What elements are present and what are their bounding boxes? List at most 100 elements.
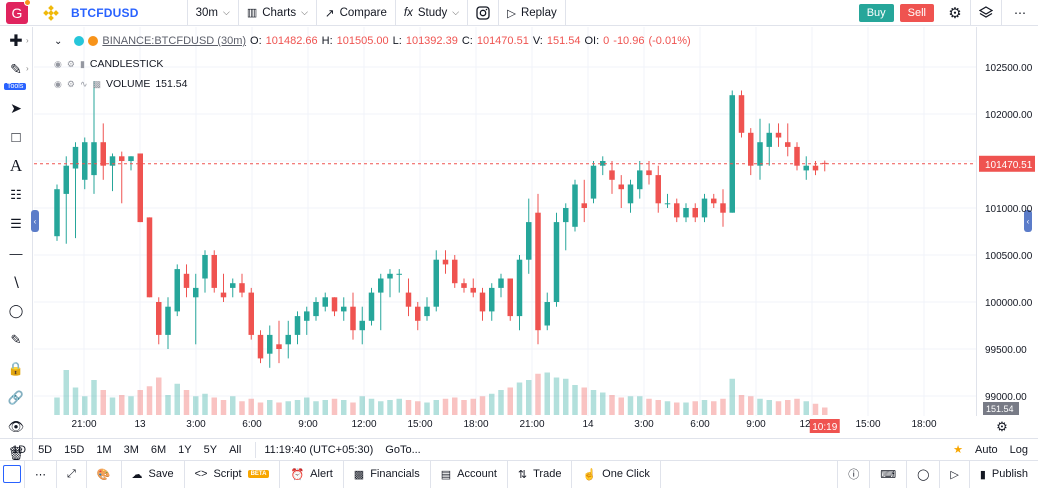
time-tick-label: 21:00 xyxy=(71,419,96,430)
exchange-logo-icon xyxy=(42,4,60,22)
bitcoin-icon xyxy=(88,36,99,46)
help-icon: ⓘ xyxy=(848,469,860,481)
volume-bar xyxy=(313,401,319,415)
volume-bar xyxy=(757,398,763,415)
range-button-1d[interactable]: 1D xyxy=(12,443,27,456)
financials-button[interactable]: ▩ Financials xyxy=(344,460,431,488)
wave-icon: ∿ xyxy=(79,78,88,89)
candle-body xyxy=(452,259,458,284)
price-axis[interactable]: 102500.00102000.00101500.00101000.001005… xyxy=(976,27,1038,416)
user-avatar[interactable]: G xyxy=(6,0,31,24)
keyboard-button[interactable]: ⌨ xyxy=(870,460,908,488)
range-button-5d[interactable]: 5D xyxy=(38,443,53,456)
text-tool[interactable]: A xyxy=(5,155,27,177)
help-button[interactable]: ⓘ xyxy=(837,460,871,488)
sell-button[interactable]: Sell xyxy=(899,3,934,22)
settings-button[interactable]: ⚙ xyxy=(940,0,970,26)
volume-bar xyxy=(202,393,208,415)
chevron-right-icon[interactable]: › xyxy=(26,36,29,45)
candle-body xyxy=(72,146,79,169)
candle-body xyxy=(174,269,180,312)
visibility-tool[interactable]: 👁 xyxy=(5,416,27,438)
link-tool[interactable]: 🔗 xyxy=(5,387,27,409)
range-button-1m[interactable]: 1M xyxy=(96,443,112,456)
replay-button[interactable]: ▷ Replay xyxy=(499,0,565,26)
one-click-button[interactable]: ☝ One Click xyxy=(572,460,661,488)
volume-bar xyxy=(239,401,245,415)
clock-display[interactable]: 11:19:40 (UTC+05:30) xyxy=(264,443,374,456)
top-toolbar: G BTCFDUSD 30m ⌵ ▥ Charts ⌵ ↗ Compare fx Stud… xyxy=(0,0,1038,26)
more-options-button[interactable]: ⋯ xyxy=(1002,0,1038,26)
delete-tool[interactable]: 🗑 xyxy=(5,443,27,465)
range-button-6m[interactable]: 6M xyxy=(150,443,167,456)
left-panel-toggle[interactable]: ‹ xyxy=(31,210,39,232)
chart-pane[interactable]: ⌄ BINANCE:BTCFDUSD (30m) O: 101482.66 H: 1… xyxy=(34,27,976,416)
publish-button[interactable]: ▮ Publish xyxy=(970,461,1038,488)
study-dropdown[interactable]: fx Study ⌵ xyxy=(396,0,467,26)
layout-button[interactable] xyxy=(0,460,25,488)
time-axis[interactable]: 21:00 13 3:00 6:00 9:00 12:00 15:00 18:00 21:00 1… xyxy=(34,416,1038,438)
volume-bar xyxy=(248,398,254,415)
script-button[interactable]: <> Script BETA xyxy=(185,460,281,488)
avatar-letter: G xyxy=(11,4,23,21)
horizontal-line-tool[interactable]: — xyxy=(5,242,27,264)
range-button-3m[interactable]: 3M xyxy=(123,443,139,456)
eye-icon[interactable]: ◉ xyxy=(54,58,62,69)
low-label: L: xyxy=(392,35,402,47)
instagram-button[interactable] xyxy=(468,0,498,26)
auto-scale-button[interactable]: Auto xyxy=(975,443,998,456)
range-button-5y[interactable]: 5Y xyxy=(203,443,218,456)
save-button[interactable]: ☁ Save xyxy=(122,460,185,488)
eraser-tool[interactable]: ✎ xyxy=(5,329,27,351)
trade-button[interactable]: ⇅ Trade xyxy=(508,460,573,488)
layers-button[interactable] xyxy=(971,0,1001,26)
volume-bar xyxy=(609,395,615,415)
gear-icon[interactable]: ⚙ xyxy=(66,58,75,69)
brush-tool[interactable]: ✎ xyxy=(5,58,27,80)
price-scale[interactable]: 102500.00102000.00101500.00101000.001005… xyxy=(977,27,1038,416)
time-scale[interactable]: 21:00 13 3:00 6:00 9:00 12:00 15:00 18:00 21:00 1… xyxy=(34,416,1038,438)
candlestick-chart[interactable] xyxy=(34,27,976,416)
candle-body xyxy=(193,287,199,298)
compare-button[interactable]: ↗ Compare xyxy=(317,0,395,26)
chevron-right-icon[interactable]: › xyxy=(26,64,29,73)
range-button-all[interactable]: All xyxy=(229,443,242,456)
measure-tool[interactable]: ☷ xyxy=(5,184,27,206)
fib-tool[interactable]: ☰ xyxy=(5,213,27,235)
star-icon[interactable]: ★ xyxy=(953,444,963,456)
theme-button[interactable]: 🎨 xyxy=(87,460,122,488)
rectangle-tool[interactable]: □ xyxy=(5,126,27,148)
mouse-tool[interactable]: ◯ xyxy=(5,300,27,322)
gear-icon[interactable]: ⚙ xyxy=(996,419,1008,434)
goto-button[interactable]: GoTo... xyxy=(385,443,421,456)
more-layouts-button[interactable]: ⋯ xyxy=(25,460,57,488)
eye-icon[interactable]: ◉ xyxy=(54,78,62,89)
candle-body xyxy=(479,292,486,312)
alert-button[interactable]: ⏰ Alert xyxy=(280,460,344,488)
crosshair-tool[interactable]: ✚ xyxy=(5,30,27,52)
gear-icon[interactable]: ⚙ xyxy=(66,78,75,89)
buy-button[interactable]: Buy xyxy=(858,3,894,22)
candle-body xyxy=(794,146,800,166)
range-button-15d[interactable]: 15D xyxy=(64,443,85,456)
lock-tool[interactable]: 🔒 xyxy=(5,358,27,380)
account-button[interactable]: ▤ Account xyxy=(431,460,508,488)
ideas-button[interactable]: ◯ xyxy=(907,460,941,488)
fullscreen-button[interactable]: ⤢ xyxy=(57,460,87,488)
range-button-1y[interactable]: 1Y xyxy=(178,443,192,456)
legend-symbol[interactable]: BINANCE:BTCFDUSD (30m) xyxy=(102,35,247,47)
compare-label: Compare xyxy=(339,6,387,19)
right-panel-toggle[interactable]: ‹ xyxy=(1024,210,1032,232)
time-tick-label: 6:00 xyxy=(242,419,262,430)
candlestick-label: CANDLESTICK xyxy=(89,58,164,70)
interval-dropdown[interactable]: 30m ⌵ xyxy=(188,0,238,26)
video-button[interactable]: ▷ xyxy=(940,460,970,488)
log-scale-button[interactable]: Log xyxy=(1009,443,1028,456)
collapse-legend-icon[interactable]: ⌄ xyxy=(54,35,63,47)
time-tick-label: 18:00 xyxy=(463,419,488,430)
symbol-search-button[interactable]: BTCFDUSD xyxy=(71,5,139,20)
volume-bar xyxy=(341,400,347,415)
cursor-tool[interactable]: ➤ xyxy=(5,97,27,119)
trendline-tool[interactable]: ∖ xyxy=(5,271,27,293)
charts-dropdown[interactable]: ▥ Charts ⌵ xyxy=(239,0,316,26)
